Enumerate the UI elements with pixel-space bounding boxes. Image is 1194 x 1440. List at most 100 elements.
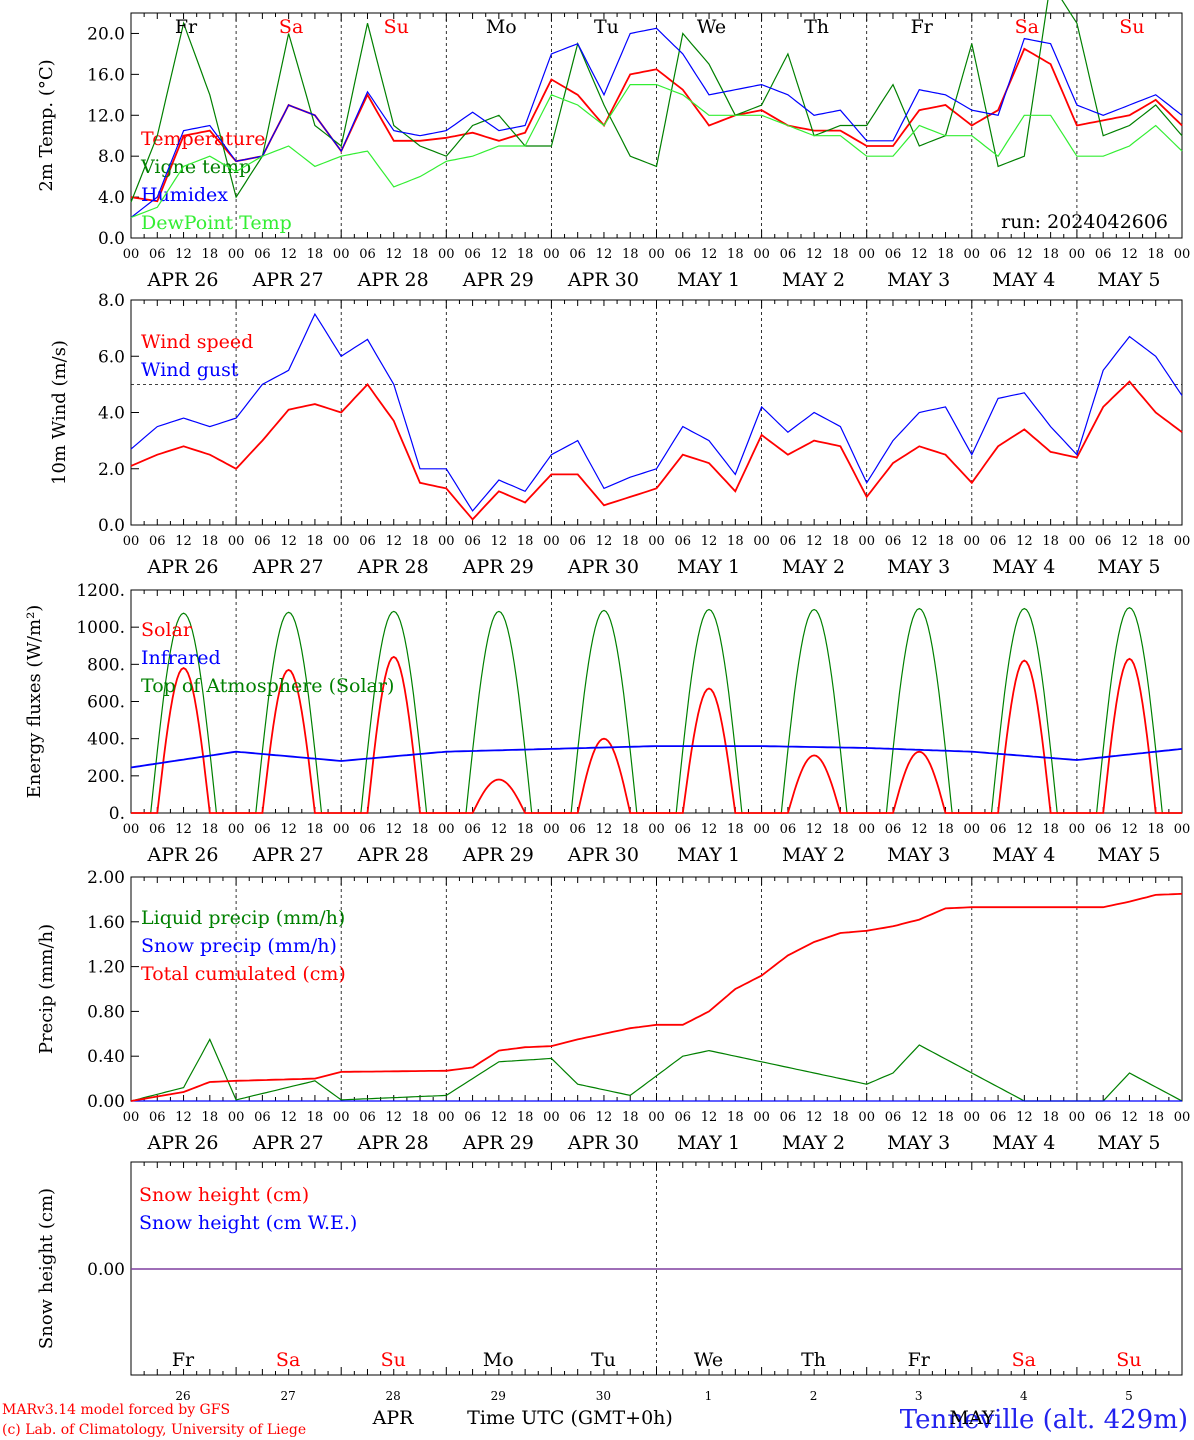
hour-tick-label: 12 bbox=[385, 247, 402, 262]
date-label: MAY 1 bbox=[677, 1132, 740, 1154]
hour-tick-label: 06 bbox=[464, 534, 481, 549]
date-label: MAY 3 bbox=[887, 844, 950, 866]
hour-tick-label: 06 bbox=[675, 1110, 692, 1125]
hour-tick-label: 12 bbox=[1121, 1110, 1138, 1125]
series-line bbox=[130, 380, 1183, 521]
hour-tick-label: 06 bbox=[1095, 247, 1112, 262]
time-axis-label: Time UTC (GMT+0h) bbox=[467, 1407, 673, 1429]
hour-tick-label: 18 bbox=[1042, 1110, 1059, 1125]
date-label: APR 27 bbox=[252, 844, 324, 866]
hour-tick-label: 18 bbox=[517, 1110, 534, 1125]
panel-frame bbox=[130, 12, 1183, 239]
date-label: MAY 4 bbox=[992, 1132, 1055, 1154]
hour-tick-label: 00 bbox=[123, 534, 140, 549]
date-label: MAY 2 bbox=[782, 1132, 845, 1154]
y-tick-label: 0.00 bbox=[87, 1092, 125, 1112]
y-tick-label: 0.0 bbox=[98, 229, 125, 249]
date-label: APR 29 bbox=[462, 1132, 534, 1154]
hour-tick-label: 12 bbox=[596, 534, 613, 549]
y-axis-label: 2m Temp. (°C) bbox=[36, 59, 57, 191]
hour-tick-label: 00 bbox=[438, 247, 455, 262]
hour-tick-label: 12 bbox=[280, 822, 297, 837]
hour-tick-label: 00 bbox=[333, 822, 350, 837]
legend-entry: Total cumulated (cm) bbox=[141, 963, 346, 985]
weekday-label: We bbox=[694, 1349, 723, 1371]
date-label: MAY 3 bbox=[887, 1132, 950, 1154]
hour-tick-label: 12 bbox=[175, 247, 192, 262]
series-line bbox=[130, 27, 1183, 218]
series-line bbox=[130, 1038, 1183, 1102]
hour-tick-label: 06 bbox=[675, 534, 692, 549]
hour-tick-label: 18 bbox=[412, 1110, 429, 1125]
hour-tick-label: 00 bbox=[333, 534, 350, 549]
hour-tick-label: 06 bbox=[990, 822, 1007, 837]
hour-tick-label: 06 bbox=[359, 534, 376, 549]
hour-tick-label: 06 bbox=[1095, 822, 1112, 837]
hour-tick-label: 18 bbox=[1042, 822, 1059, 837]
hour-tick-label: 00 bbox=[228, 247, 245, 262]
hour-tick-label: 00 bbox=[1069, 247, 1086, 262]
legend-entry: Liquid precip (mm/h) bbox=[141, 907, 345, 929]
hour-tick-label: 18 bbox=[202, 247, 219, 262]
y-axis-label: Precip (mm/h) bbox=[36, 924, 57, 1054]
hour-tick-label: 06 bbox=[359, 247, 376, 262]
weekday-label: Th bbox=[804, 16, 829, 38]
date-label: APR 29 bbox=[462, 844, 534, 866]
weekday-label: Su bbox=[381, 1349, 406, 1371]
hour-tick-label: 00 bbox=[648, 247, 665, 262]
legend-entry: Snow height (cm) bbox=[139, 1184, 309, 1206]
y-tick-label: 20.0 bbox=[87, 24, 125, 44]
y-tick-label: 800. bbox=[87, 655, 125, 675]
date-label: APR 28 bbox=[357, 844, 429, 866]
hour-tick-label: 18 bbox=[727, 534, 744, 549]
month-label-may: MAY bbox=[950, 1407, 995, 1429]
hour-tick-label: 06 bbox=[464, 247, 481, 262]
weekday-label: Sa bbox=[276, 1349, 300, 1371]
hour-tick-label: 00 bbox=[648, 822, 665, 837]
hour-tick-label: 18 bbox=[937, 534, 954, 549]
hour-tick-label: 06 bbox=[149, 247, 166, 262]
hour-tick-label: 00 bbox=[333, 1110, 350, 1125]
hour-tick-label: 00 bbox=[543, 822, 560, 837]
hour-tick-label: 18 bbox=[937, 1110, 954, 1125]
panel-4: 00 06 12 18 00 06 12 18 00 06 12 18 00 06 12 18 00 06 12 18… bbox=[123, 876, 1190, 1154]
date-label: APR 28 bbox=[357, 556, 429, 578]
hour-tick-label: 06 bbox=[359, 1110, 376, 1125]
hour-tick-label: 00 bbox=[1069, 1110, 1086, 1125]
hour-tick-label: 06 bbox=[1095, 534, 1112, 549]
hour-tick-label: 12 bbox=[385, 822, 402, 837]
hour-tick-label: 06 bbox=[885, 822, 902, 837]
hour-tick-label: 00 bbox=[648, 1110, 665, 1125]
legend-entry: Vigne temp bbox=[140, 156, 251, 178]
hour-tick-label: 12 bbox=[701, 534, 718, 549]
hour-tick-label: 18 bbox=[832, 1110, 849, 1125]
hour-tick-label: 12 bbox=[491, 822, 508, 837]
weekday-label: Fr bbox=[175, 16, 198, 38]
day-number: 27 bbox=[280, 1389, 295, 1403]
hour-tick-label: 00 bbox=[1069, 822, 1086, 837]
y-tick-label: 4.0 bbox=[98, 188, 125, 208]
hour-tick-label: 18 bbox=[1042, 534, 1059, 549]
date-label: APR 26 bbox=[146, 844, 218, 866]
hour-tick-label: 06 bbox=[254, 247, 271, 262]
series-line bbox=[130, 0, 1183, 203]
hour-tick-label: 00 bbox=[648, 534, 665, 549]
hour-tick-label: 00 bbox=[964, 822, 981, 837]
date-label: APR 27 bbox=[252, 1132, 324, 1154]
hour-tick-label: 00 bbox=[753, 247, 770, 262]
date-label: MAY 4 bbox=[992, 556, 1055, 578]
hour-tick-label: 18 bbox=[622, 247, 639, 262]
hour-tick-label: 06 bbox=[990, 247, 1007, 262]
hour-tick-label: 18 bbox=[1147, 1110, 1164, 1125]
date-label: APR 27 bbox=[252, 269, 324, 291]
hour-tick-label: 06 bbox=[149, 822, 166, 837]
weekday-label: Tu bbox=[591, 1349, 616, 1371]
series-line bbox=[130, 892, 1183, 1102]
date-label: MAY 5 bbox=[1097, 269, 1160, 291]
hour-tick-label: 06 bbox=[569, 534, 586, 549]
station-name: Tenneville (alt. 429m) bbox=[900, 1405, 1188, 1435]
hour-tick-label: 00 bbox=[438, 534, 455, 549]
y-tick-label: 0.80 bbox=[87, 1002, 125, 1022]
hour-tick-label: 06 bbox=[780, 534, 797, 549]
hour-tick-label: 18 bbox=[727, 1110, 744, 1125]
